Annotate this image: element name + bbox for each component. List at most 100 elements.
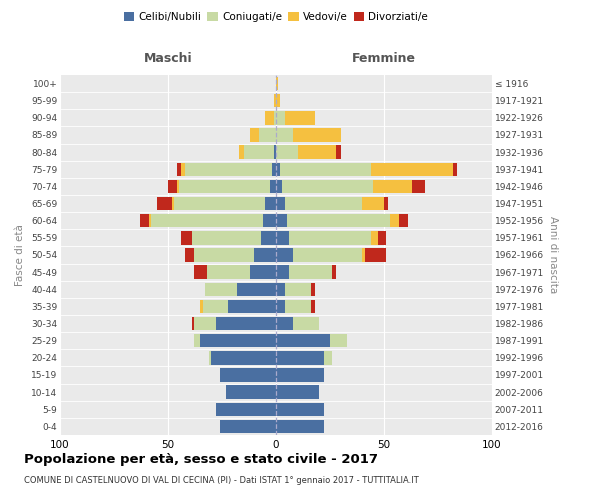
Bar bbox=[176, 162, 181, 176]
Bar bbox=[194, 266, 207, 279]
Bar bbox=[391, 214, 399, 228]
Bar bbox=[207, 266, 250, 279]
Bar bbox=[289, 266, 332, 279]
Bar bbox=[274, 146, 276, 159]
Bar bbox=[254, 248, 276, 262]
Bar bbox=[276, 231, 289, 244]
Bar bbox=[226, 386, 276, 399]
Bar bbox=[237, 282, 276, 296]
Bar bbox=[179, 180, 269, 193]
Bar bbox=[276, 111, 284, 124]
Bar bbox=[371, 162, 453, 176]
Bar bbox=[284, 300, 311, 313]
Bar bbox=[168, 180, 176, 193]
Bar bbox=[192, 317, 194, 330]
Y-axis label: Anni di nascita: Anni di nascita bbox=[548, 216, 558, 294]
Bar bbox=[276, 197, 284, 210]
Bar bbox=[276, 282, 284, 296]
Text: COMUNE DI CASTELNUOVO DI VAL DI CECINA (PI) - Dati ISTAT 1° gennaio 2017 - TUTTI: COMUNE DI CASTELNUOVO DI VAL DI CECINA (… bbox=[24, 476, 419, 485]
Bar bbox=[284, 111, 315, 124]
Bar bbox=[280, 162, 371, 176]
Bar bbox=[250, 266, 276, 279]
Bar bbox=[276, 351, 323, 364]
Bar bbox=[311, 282, 315, 296]
Bar bbox=[215, 317, 276, 330]
Bar bbox=[261, 231, 276, 244]
Bar bbox=[293, 317, 319, 330]
Bar bbox=[276, 248, 293, 262]
Bar bbox=[175, 197, 265, 210]
Bar bbox=[194, 317, 215, 330]
Bar bbox=[362, 248, 365, 262]
Bar bbox=[276, 128, 293, 141]
Bar bbox=[185, 162, 272, 176]
Bar bbox=[284, 197, 362, 210]
Bar bbox=[205, 282, 237, 296]
Bar bbox=[265, 111, 274, 124]
Bar bbox=[298, 146, 337, 159]
Bar bbox=[229, 300, 276, 313]
Bar bbox=[373, 180, 412, 193]
Bar bbox=[263, 214, 276, 228]
Bar bbox=[276, 386, 319, 399]
Bar bbox=[412, 180, 425, 193]
Bar bbox=[283, 180, 373, 193]
Bar bbox=[157, 197, 172, 210]
Bar bbox=[276, 146, 298, 159]
Bar bbox=[239, 146, 244, 159]
Bar bbox=[323, 351, 332, 364]
Bar bbox=[332, 266, 337, 279]
Bar bbox=[311, 300, 315, 313]
Bar bbox=[272, 162, 276, 176]
Bar bbox=[220, 420, 276, 433]
Bar bbox=[200, 300, 203, 313]
Bar bbox=[276, 180, 283, 193]
Bar bbox=[176, 180, 179, 193]
Bar bbox=[192, 231, 261, 244]
Bar bbox=[244, 146, 274, 159]
Bar bbox=[276, 214, 287, 228]
Bar bbox=[220, 368, 276, 382]
Bar bbox=[399, 214, 408, 228]
Text: Maschi: Maschi bbox=[143, 52, 193, 64]
Bar bbox=[181, 162, 185, 176]
Bar bbox=[293, 248, 362, 262]
Bar bbox=[276, 317, 293, 330]
Y-axis label: Fasce di età: Fasce di età bbox=[16, 224, 25, 286]
Bar bbox=[274, 111, 276, 124]
Bar bbox=[203, 300, 229, 313]
Bar bbox=[284, 282, 311, 296]
Bar bbox=[276, 77, 278, 90]
Bar bbox=[140, 214, 149, 228]
Bar bbox=[181, 231, 192, 244]
Bar bbox=[211, 351, 276, 364]
Bar bbox=[259, 128, 276, 141]
Bar bbox=[287, 214, 391, 228]
Bar bbox=[453, 162, 457, 176]
Bar bbox=[289, 231, 371, 244]
Bar bbox=[200, 334, 276, 347]
Bar bbox=[384, 197, 388, 210]
Bar bbox=[276, 266, 289, 279]
Bar bbox=[276, 162, 280, 176]
Bar bbox=[337, 146, 341, 159]
Bar bbox=[209, 351, 211, 364]
Bar bbox=[194, 334, 200, 347]
Bar bbox=[362, 197, 384, 210]
Bar bbox=[194, 248, 254, 262]
Bar bbox=[371, 231, 377, 244]
Bar bbox=[185, 248, 194, 262]
Bar bbox=[265, 197, 276, 210]
Bar bbox=[215, 402, 276, 416]
Bar bbox=[276, 94, 280, 108]
Bar bbox=[276, 368, 323, 382]
Bar bbox=[250, 128, 259, 141]
Bar bbox=[293, 128, 341, 141]
Bar bbox=[149, 214, 151, 228]
Bar bbox=[269, 180, 276, 193]
Text: Femmine: Femmine bbox=[352, 52, 416, 64]
Bar bbox=[276, 402, 323, 416]
Bar bbox=[151, 214, 263, 228]
Bar bbox=[172, 197, 175, 210]
Bar bbox=[330, 334, 347, 347]
